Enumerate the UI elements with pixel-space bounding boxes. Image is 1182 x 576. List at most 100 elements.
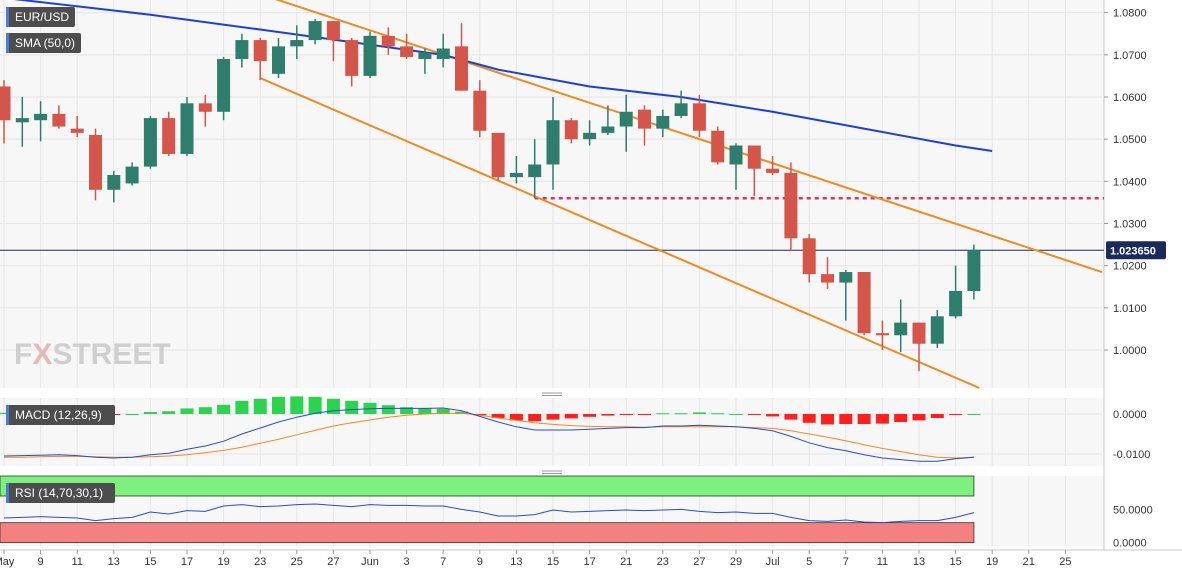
time-tick-label: 7 [843,556,849,568]
candle-body [509,172,523,178]
candle-body [272,46,285,74]
candle-body [253,40,267,62]
macd-histogram-bar [784,414,798,420]
time-tick-label: 13 [108,556,120,568]
macd-tick-label: 0.0000 [1113,409,1147,421]
candle-body [290,40,304,47]
candle-body [711,130,725,163]
candle-body [345,40,359,76]
macd-histogram-bar [930,414,944,418]
sma-50-line [13,0,993,152]
macd-histogram-bar [711,413,725,415]
candle-body [656,115,670,129]
macd-histogram-bar [766,414,780,417]
macd-histogram-bar [821,414,834,425]
time-tick-label: 17 [181,556,193,568]
candle-body [619,111,633,127]
candle-body [52,113,66,127]
time-tick-label: 19 [217,556,229,568]
macd-histogram-bar [875,414,889,424]
macd-histogram-bar [509,414,523,421]
time-tick-label: 21 [1023,556,1035,568]
macd-histogram-bar [674,413,688,415]
time-tick-label: 15 [547,556,559,568]
time-tick-label: 13 [913,556,925,568]
candle-body [418,52,432,60]
rsi-indicator-tag[interactable]: RSI (14,70,30,1) [6,483,115,503]
candle-body [0,86,11,121]
candle-body [601,126,615,133]
candle-body [491,132,505,178]
candle-body [564,120,578,140]
macd-indicator-tag[interactable]: MACD (12,26,9) [6,405,115,425]
time-tick-label: 25 [291,556,303,568]
price-tick-label: 1.0800 [1113,8,1147,20]
time-tick-label: 29 [730,556,742,568]
macd-histogram-bar [619,414,633,415]
macd-tick-label: -0.0100 [1113,449,1150,461]
rsi-oversold-zone [0,522,975,544]
price-tick-label: 1.0200 [1113,261,1147,273]
time-tick-label: 11 [71,556,82,568]
time-tick-label: 3 [404,556,410,568]
rsi-tick-label: 50.0000 [1113,504,1153,516]
symbol-tag[interactable]: EUR/USD [6,7,76,27]
time-tick-label: Jun [361,556,379,568]
time-tick-label: 27 [693,556,705,568]
candle-body [894,322,908,336]
time-tick-label: 13 [510,556,522,568]
candle-body [747,145,761,169]
candle-body [125,166,139,184]
macd-histogram-bar [949,414,963,415]
candle-body [34,113,48,121]
candle-body [180,103,194,154]
candle-body [89,134,102,190]
current-price-badge [1106,241,1166,260]
candle-body [930,316,944,344]
candle-body [198,103,212,112]
price-tick-label: 1.0500 [1113,134,1147,146]
time-tick-label: 7 [440,556,446,568]
candle-body [949,291,963,317]
candle-body [143,118,157,167]
candle-body [326,21,340,41]
time-tick-label: 19 [986,556,998,568]
time-tick-label: Jul [766,556,780,568]
candle-body [455,46,468,91]
candle-body [766,168,780,173]
current-price-label: 1.023650 [1110,245,1156,257]
macd-histogram-bar [583,414,597,417]
candle-body [235,40,249,60]
candle-body [857,272,871,334]
rsi-overbought-zone [0,475,975,497]
macd-histogram-bar [290,396,304,414]
candle-body [583,132,597,140]
price-tick-label: 1.0300 [1113,219,1147,231]
candle-body [363,35,377,76]
macd-histogram-bar [217,404,231,414]
price-tick-label: 1.0000 [1113,345,1147,357]
candle-body [473,90,487,131]
sma-indicator-tag[interactable]: SMA (50,0) [6,33,82,53]
price-tick-label: 1.0100 [1113,303,1147,315]
macd-signal-line [4,412,974,459]
macd-histogram-bar [528,414,542,422]
time-tick-label: 23 [254,556,266,568]
macd-line [3,407,974,462]
macd-histogram-bar [491,414,505,418]
candle-body [638,109,651,129]
time-tick-label: 11 [877,556,888,568]
candle-body [381,35,395,47]
time-tick-label: 9 [38,556,44,568]
price-tick-label: 1.0400 [1113,176,1147,188]
macd-histogram-bar [638,414,651,415]
candle-body [821,274,834,283]
time-tick-label: 15 [949,556,961,568]
candle-body [400,46,414,57]
macd-histogram-bar [198,407,212,414]
candle-body [107,175,121,190]
time-tick-label: May [0,556,15,568]
candle-body [162,118,176,154]
time-tick-label: 5 [806,556,812,568]
